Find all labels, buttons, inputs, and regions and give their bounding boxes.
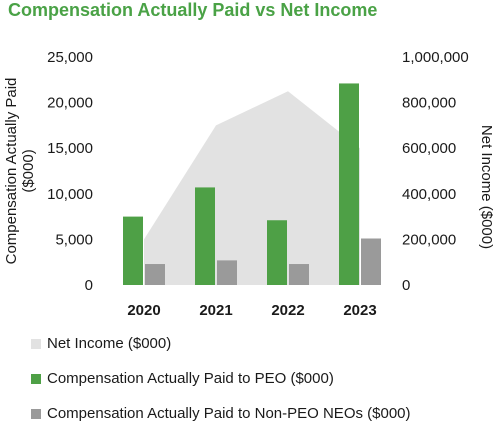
y-tick-label: 25,000 — [47, 49, 93, 66]
legend-item-peo: Compensation Actually Paid to PEO ($000) — [31, 361, 411, 396]
non-peo-bar-2020 — [145, 264, 165, 285]
x-tick-label: 2022 — [271, 302, 304, 319]
y2-tick-label: 600,000 — [402, 140, 456, 157]
y-tick-label: 0 — [85, 277, 93, 294]
x-tick-label: 2023 — [343, 302, 376, 319]
x-tick-label: 2020 — [127, 302, 160, 319]
y2-axis-label: Net Income ($000) — [478, 125, 495, 249]
legend-label-peo: Compensation Actually Paid to PEO ($000) — [47, 370, 334, 387]
legend-swatch-peo — [31, 373, 41, 384]
net-income-area — [144, 91, 360, 285]
y-axis-label: Compensation Actually Paid($000) — [3, 78, 37, 265]
chart: 25,000 20,000 15,000 10,000 5,000 0 1,000,000 8… — [3, 49, 495, 319]
y-tick-label: 15,000 — [47, 140, 93, 157]
legend-label-net-income: Net Income ($000) — [47, 335, 172, 352]
y2-tick-label: 800,000 — [402, 95, 456, 112]
peo-bar-2023 — [339, 83, 359, 285]
legend-label-non-peo: Compensation Actually Paid to Non-PEO NE… — [47, 405, 411, 422]
y2-tick-label: 400,000 — [402, 186, 456, 203]
legend-item-net-income: Net Income ($000) — [31, 326, 411, 361]
y2-tick-label: 0 — [402, 277, 410, 294]
y-tick-label: 10,000 — [47, 186, 93, 203]
y-tick-label: 20,000 — [47, 95, 93, 112]
y2-tick-label: 1,000,000 — [402, 49, 469, 66]
legend-item-non-peo: Compensation Actually Paid to Non-PEO NE… — [31, 396, 411, 431]
legend-swatch-non-peo — [31, 408, 41, 419]
legend-swatch-net-income — [31, 338, 41, 349]
x-tick-label: 2021 — [199, 302, 232, 319]
peo-bar-2022 — [267, 220, 287, 285]
non-peo-bar-2021 — [217, 260, 237, 285]
non-peo-bar-2023 — [361, 238, 381, 285]
chart-title: Compensation Actually Paid vs Net Income — [8, 0, 378, 20]
peo-bar-2020 — [123, 216, 143, 285]
y-tick-label: 5,000 — [55, 231, 93, 248]
non-peo-bar-2022 — [289, 264, 309, 285]
y2-tick-label: 200,000 — [402, 231, 456, 248]
peo-bar-2021 — [195, 187, 215, 285]
legend: Net Income ($000) Compensation Actually … — [31, 326, 411, 431]
